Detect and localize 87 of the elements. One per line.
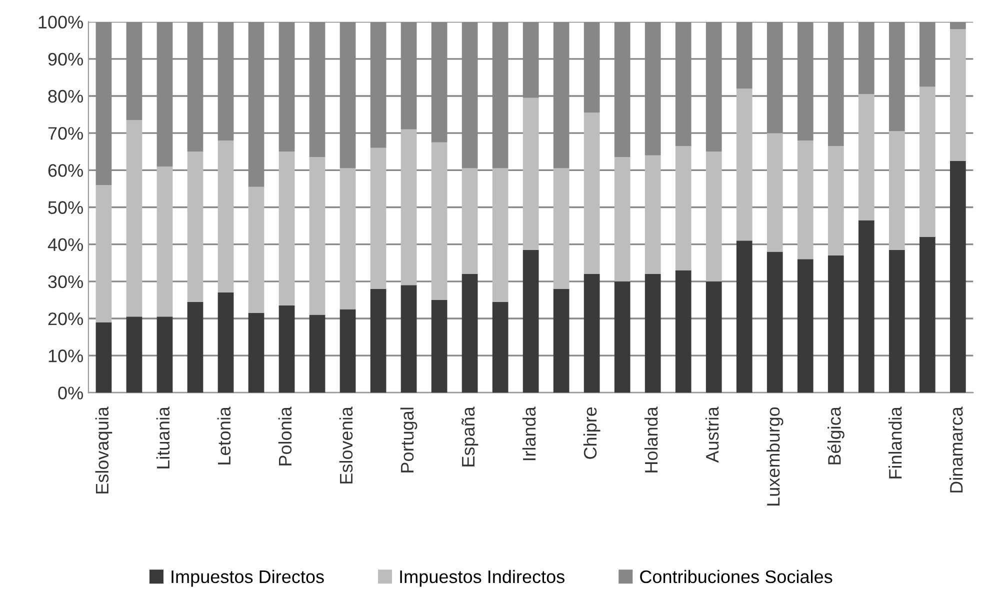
y-tick-label: 90% (48, 52, 83, 66)
y-tick-label: 0% (58, 386, 83, 400)
bar (187, 152, 204, 302)
bar (522, 250, 539, 393)
bar (462, 168, 478, 274)
bar (888, 250, 905, 393)
x-tick-label: Eslovaquia (95, 406, 112, 494)
bar (126, 316, 142, 393)
bar (96, 185, 112, 322)
x-tick-label: Holanda (644, 406, 658, 472)
bar (736, 240, 752, 393)
bar (462, 274, 478, 393)
bar (797, 259, 814, 393)
bar (370, 288, 386, 393)
y-tick-label: 100% (38, 16, 83, 29)
bar (706, 281, 722, 393)
bar (644, 274, 661, 393)
x-tick-label: Bélgica (827, 406, 844, 464)
bar (340, 168, 356, 310)
bar (431, 142, 448, 300)
y-tick-label: 50% (48, 201, 83, 214)
bar (492, 302, 508, 393)
bar (248, 186, 264, 313)
y-tick-label: 70% (48, 127, 83, 140)
bar (218, 140, 234, 293)
bar (614, 281, 630, 393)
x-tick-label: España (462, 406, 478, 466)
bar (950, 29, 966, 161)
bar (828, 146, 844, 256)
bar (919, 236, 936, 393)
x-tick-label: Austria (705, 406, 719, 463)
bar (584, 274, 600, 393)
bar (675, 146, 692, 270)
y-tick-label: 60% (48, 164, 83, 177)
bar (553, 288, 570, 393)
bar (187, 302, 204, 393)
bar (675, 270, 692, 393)
bar (309, 157, 326, 315)
x-tick-label: Chipre (583, 407, 600, 459)
bar (278, 152, 295, 306)
y-tick-label: 30% (48, 275, 83, 288)
legend-label: Impuestos Directos (172, 570, 324, 587)
bar (736, 88, 752, 241)
bar (370, 148, 386, 289)
bar (126, 120, 142, 317)
bar (553, 168, 570, 289)
x-tick-label: Luxemburgo (766, 407, 784, 506)
bar (156, 316, 173, 393)
x-tick-label: Finlandia (888, 406, 902, 478)
bar (278, 306, 295, 393)
y-tick-label: 10% (48, 350, 83, 362)
bar (400, 285, 417, 393)
bar (431, 300, 448, 393)
bar (614, 157, 630, 282)
bar (96, 322, 112, 393)
bar (858, 220, 874, 393)
legend-label: Impuestos Indirectos (400, 570, 564, 587)
bar (828, 255, 844, 393)
y-tick-label: 40% (48, 238, 83, 252)
bar (644, 155, 661, 274)
bar (950, 160, 966, 393)
x-tick-label: Polonia (278, 406, 292, 466)
x-tick-label: Portugal (400, 408, 418, 472)
bar (858, 94, 874, 220)
x-tick-label: Irlanda (522, 406, 536, 460)
bar (888, 131, 905, 250)
bar (766, 133, 783, 252)
bar (492, 168, 508, 302)
y-tick-label: 20% (48, 312, 83, 326)
bar (218, 292, 234, 393)
x-tick-label: Letonia (217, 406, 231, 464)
bar (919, 86, 936, 237)
bar (340, 309, 356, 393)
y-tick-label: 80% (48, 90, 83, 103)
x-tick-label: Eslovenia (339, 406, 353, 484)
bar (522, 98, 539, 250)
x-tick-label: Dinamarca (950, 406, 963, 492)
bar (797, 140, 814, 260)
bar (248, 312, 264, 393)
bar (400, 129, 417, 286)
bar (706, 152, 722, 282)
bar (309, 314, 326, 393)
bar (156, 166, 173, 317)
bar (584, 112, 600, 274)
x-tick-label: Lituania (156, 406, 170, 468)
legend-label: Contribuciones Sociales (640, 570, 832, 584)
bar (766, 252, 783, 393)
